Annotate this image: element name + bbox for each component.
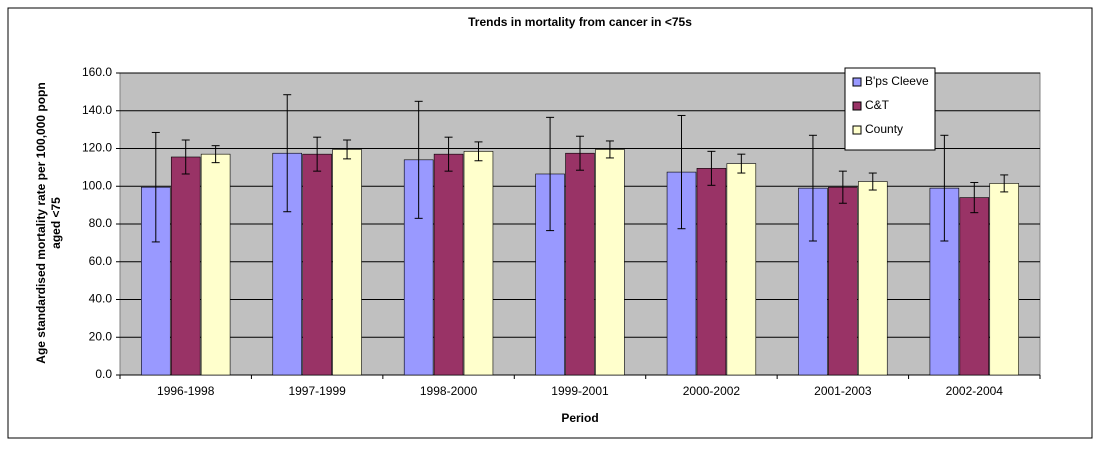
bar <box>200 153 231 376</box>
x-tick-label: 1999-2001 <box>551 384 609 398</box>
legend-swatch <box>852 101 862 111</box>
legend-swatch <box>852 77 862 87</box>
x-tick-label: 1998-2000 <box>420 384 478 398</box>
bar <box>696 168 727 376</box>
y-tick-label: 100.0 <box>82 178 112 192</box>
bar <box>989 183 1019 376</box>
bar <box>302 153 332 376</box>
y-tick-label: 140.0 <box>82 103 112 117</box>
x-tick-label: 2001-2003 <box>814 384 872 398</box>
y-tick-label: 160.0 <box>82 65 112 79</box>
chart-title: Trends in mortality from cancer in <75s <box>468 15 692 29</box>
x-tick-label: 1996-1998 <box>157 384 215 398</box>
x-tick-label: 2000-2002 <box>683 384 741 398</box>
y-tick-label: 0.0 <box>95 367 112 381</box>
y-tick-label: 80.0 <box>89 216 113 230</box>
bar <box>463 151 494 376</box>
y-axis-title: Age standardised mortality rate per 100,… <box>34 82 63 364</box>
bar <box>170 156 201 376</box>
legend-label: B'ps Cleeve <box>865 74 929 88</box>
y-tick-label: 40.0 <box>89 292 113 306</box>
legend-label: C&T <box>865 98 890 112</box>
bar <box>433 153 464 376</box>
x-tick-label: 1997-1999 <box>288 384 346 398</box>
legend-swatch <box>852 125 862 135</box>
x-tick-label: 2002-2004 <box>946 384 1004 398</box>
legend-label: County <box>865 122 903 136</box>
y-tick-label: 120.0 <box>82 141 112 155</box>
bar <box>959 197 990 376</box>
bar <box>565 152 595 376</box>
y-tick-label: 60.0 <box>89 254 113 268</box>
bar <box>858 181 888 376</box>
bar <box>595 149 625 376</box>
bar <box>332 149 362 376</box>
bar <box>726 163 757 376</box>
bar <box>828 186 858 376</box>
y-tick-label: 20.0 <box>89 329 113 343</box>
x-axis-title: Period <box>561 411 598 425</box>
